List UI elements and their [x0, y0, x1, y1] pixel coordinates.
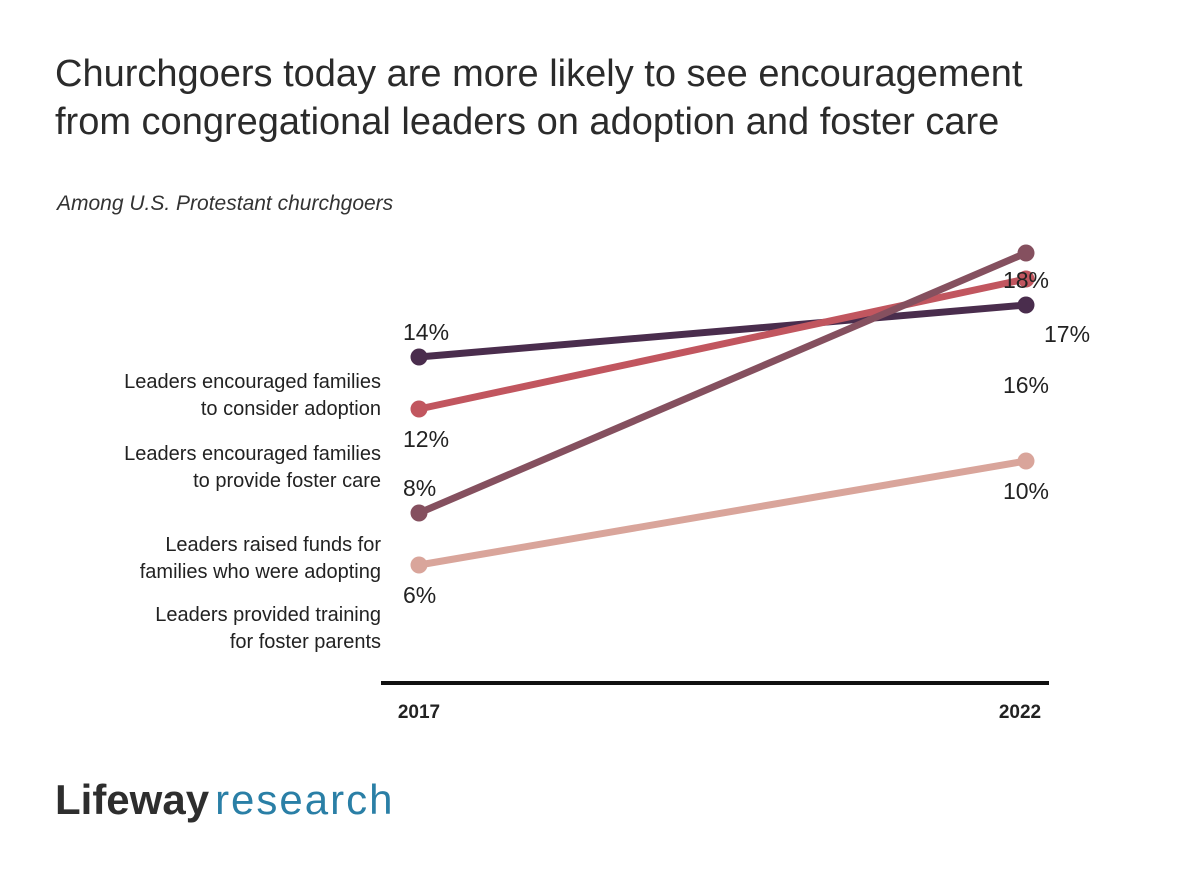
- logo-brand: Lifeway: [55, 776, 210, 823]
- data-point-2017: [410, 400, 428, 418]
- lifeway-research-logo: Lifeway research: [55, 774, 394, 826]
- chart-title: Churchgoers today are more likely to see…: [55, 50, 1165, 146]
- value-label-2022: 17%: [1044, 321, 1090, 347]
- value-label-2017: 14%: [403, 319, 449, 345]
- data-point-2022: [1017, 244, 1035, 262]
- series-label-3: Leaders raised funds for families who wer…: [140, 534, 382, 583]
- chart-title-line-1: Churchgoers today are more likely to see…: [55, 53, 1023, 95]
- chart-subtitle: Among U.S. Protestant churchgoers: [57, 192, 394, 215]
- x-tick-label-2017: 2017: [398, 702, 440, 723]
- series-line: [415, 275, 1030, 413]
- value-label-2022: 18%: [1003, 267, 1049, 293]
- series-3: [410, 244, 1035, 522]
- chart-title-line-2: from congregational leaders on adoption …: [55, 101, 1000, 143]
- data-point-2017: [410, 556, 428, 574]
- series-label-line: to provide foster care: [193, 470, 381, 492]
- series-line: [415, 249, 1030, 517]
- series-label-4: Leaders provided training for foster pare…: [155, 604, 381, 653]
- data-point-2017: [410, 348, 428, 366]
- series-label-line: Leaders provided training: [155, 604, 381, 626]
- series-label-line: to consider adoption: [201, 398, 381, 420]
- series-4: [410, 452, 1035, 574]
- data-point-2022: [1017, 296, 1035, 314]
- series-1: [410, 296, 1035, 366]
- x-tick-label-2022: 2022: [999, 702, 1041, 723]
- series-label-line: families who were adopting: [140, 561, 381, 583]
- series-label-line: Leaders raised funds for: [165, 534, 381, 556]
- series-line: [415, 301, 1030, 361]
- label-layer: 14% 16% Leaders encouraged families to cons…: [124, 267, 1090, 653]
- data-point-2022: [1017, 452, 1035, 470]
- series-label-line: Leaders encouraged families: [124, 371, 381, 393]
- value-label-2022: 10%: [1003, 478, 1049, 504]
- series-2: [410, 270, 1035, 418]
- value-label-2022: 16%: [1003, 372, 1049, 398]
- series-label-1: Leaders encouraged families to consider a…: [124, 371, 381, 420]
- series-label-2: Leaders encouraged families to provide fo…: [124, 443, 381, 492]
- series-label-line: for foster parents: [230, 631, 381, 653]
- series-label-line: Leaders encouraged families: [124, 443, 381, 465]
- series-layer: [410, 244, 1035, 574]
- value-label-2017: 6%: [403, 582, 436, 608]
- logo-word: research: [215, 776, 395, 823]
- value-label-2017: 12%: [403, 426, 449, 452]
- data-point-2017: [410, 504, 428, 522]
- series-line: [415, 457, 1030, 569]
- data-point-2022: [1017, 270, 1035, 288]
- value-label-2017: 8%: [403, 475, 436, 501]
